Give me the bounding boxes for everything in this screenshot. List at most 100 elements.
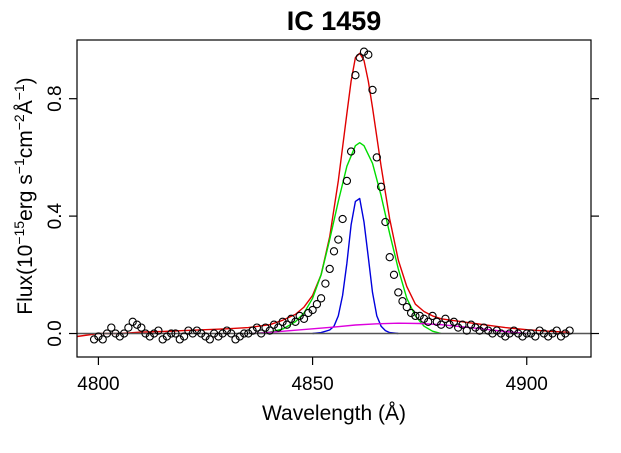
data-point xyxy=(428,311,437,321)
y-axis-label: Flux(10−15erg s−1cm−2Å−1) xyxy=(11,77,37,314)
data-point xyxy=(505,329,514,338)
data-point xyxy=(351,71,360,80)
data-point xyxy=(424,317,433,326)
data-point xyxy=(415,311,424,321)
data-point xyxy=(466,320,476,329)
data-point xyxy=(372,153,381,162)
data-point xyxy=(338,214,347,224)
chart-title: IC 1459 xyxy=(287,6,382,36)
data-point xyxy=(565,326,574,335)
data-point xyxy=(376,182,386,191)
data-point xyxy=(359,47,369,56)
data-point xyxy=(154,326,163,335)
data-point xyxy=(329,247,339,256)
data-point xyxy=(278,317,287,326)
data-point xyxy=(385,253,394,262)
data-point xyxy=(475,326,484,335)
data-point xyxy=(89,335,99,344)
data-point xyxy=(342,176,352,186)
data-point xyxy=(368,85,377,95)
fit-curves xyxy=(77,52,591,338)
data-point xyxy=(252,323,262,332)
x-tick-label: 4900 xyxy=(506,374,548,395)
data-point xyxy=(145,332,154,341)
data-point xyxy=(167,329,176,338)
data-point xyxy=(321,279,330,288)
y-tick-label: 0.4 xyxy=(45,202,66,229)
data-point xyxy=(509,326,519,335)
data-point xyxy=(184,326,193,335)
data-point xyxy=(471,323,480,332)
data-point xyxy=(514,329,523,338)
data-point xyxy=(561,329,570,338)
data-point xyxy=(188,329,197,338)
data-point xyxy=(304,308,313,318)
data-point xyxy=(119,329,129,338)
x-axis-label: Wavelength (Å) xyxy=(262,402,406,425)
data-point xyxy=(402,302,411,312)
data-point xyxy=(107,323,116,332)
data-point xyxy=(137,323,146,332)
x-axis: 4800 4850 4900 xyxy=(77,357,548,395)
data-point xyxy=(406,308,416,318)
data-point xyxy=(398,297,407,306)
plot-frame xyxy=(76,39,592,358)
data-point xyxy=(171,329,180,338)
data-point xyxy=(231,335,240,344)
data-point xyxy=(115,332,124,341)
series-line-broad-component xyxy=(252,141,442,335)
data-point xyxy=(222,326,232,335)
y-tick-label: 0.8 xyxy=(45,85,66,111)
data-point xyxy=(484,326,493,335)
data-point xyxy=(287,314,296,323)
data-point xyxy=(257,329,266,338)
data-point xyxy=(488,329,497,338)
data-point xyxy=(449,317,459,326)
data-point xyxy=(214,332,223,341)
data-point xyxy=(355,53,364,62)
data-point xyxy=(531,332,540,341)
data-point xyxy=(124,323,133,332)
x-tick-label: 4800 xyxy=(77,374,119,395)
data-point xyxy=(201,332,210,341)
data-point xyxy=(496,329,506,338)
series-line-total-fit xyxy=(77,52,570,338)
data-point xyxy=(539,329,549,338)
data-point xyxy=(244,329,253,338)
data-point xyxy=(128,317,137,326)
data-point xyxy=(552,326,561,335)
data-point xyxy=(111,329,120,338)
data-point xyxy=(102,329,112,338)
data-point xyxy=(501,332,510,341)
data-point xyxy=(94,332,103,341)
y-tick-label: 0.0 xyxy=(45,320,66,346)
data-point xyxy=(325,264,334,274)
data-point xyxy=(274,323,283,332)
data-point xyxy=(411,311,420,321)
data-point xyxy=(458,320,467,329)
data-point xyxy=(209,329,219,338)
data-point xyxy=(261,323,270,332)
data-point xyxy=(544,332,553,341)
data-point xyxy=(548,329,557,338)
data-point xyxy=(295,311,304,321)
data-point xyxy=(441,314,450,323)
data-point xyxy=(158,335,167,344)
data-point xyxy=(492,326,501,335)
data-point xyxy=(291,317,300,326)
data-point xyxy=(98,335,107,344)
data-point xyxy=(526,329,536,338)
data-point xyxy=(518,332,527,341)
data-point xyxy=(197,329,206,338)
data-point xyxy=(364,50,373,59)
data-point xyxy=(445,320,454,329)
data-point xyxy=(282,320,292,329)
data-point xyxy=(218,329,227,338)
data-point xyxy=(162,332,172,341)
data-point xyxy=(556,332,566,341)
data-point xyxy=(149,329,159,338)
data-point xyxy=(316,294,326,303)
data-point xyxy=(454,323,463,332)
data-point xyxy=(535,326,544,335)
